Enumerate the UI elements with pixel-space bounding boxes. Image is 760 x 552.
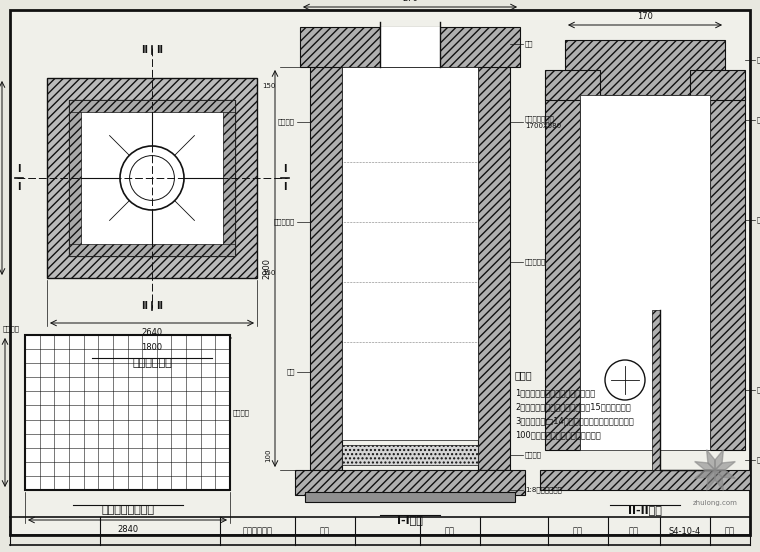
Bar bbox=[69, 244, 235, 256]
Text: 2840: 2840 bbox=[117, 525, 138, 534]
Bar bbox=[652, 310, 660, 470]
Bar bbox=[295, 470, 525, 495]
Text: 1:8垫水泥砂垫层: 1:8垫水泥砂垫层 bbox=[525, 487, 562, 493]
Bar bbox=[223, 100, 235, 256]
Bar bbox=[25, 335, 230, 490]
Polygon shape bbox=[715, 470, 736, 479]
Text: II: II bbox=[141, 45, 148, 55]
Text: 150: 150 bbox=[262, 270, 275, 276]
Text: 日期: 日期 bbox=[725, 527, 735, 535]
Text: 170: 170 bbox=[637, 12, 653, 21]
Bar bbox=[565, 40, 725, 95]
Polygon shape bbox=[715, 470, 724, 490]
Bar bbox=[69, 100, 235, 256]
Text: 复核: 复核 bbox=[445, 527, 455, 535]
Bar bbox=[545, 70, 600, 100]
Polygon shape bbox=[695, 461, 715, 470]
Text: 设计: 设计 bbox=[320, 527, 330, 535]
Text: 270: 270 bbox=[402, 0, 418, 3]
Text: 150: 150 bbox=[262, 83, 275, 89]
Text: 2640: 2640 bbox=[141, 328, 163, 337]
Polygon shape bbox=[707, 470, 715, 490]
Text: 100，开孔处设二遍环状钢筋加固。: 100，开孔处设二遍环状钢筋加固。 bbox=[515, 430, 600, 439]
Bar bbox=[69, 100, 235, 112]
Text: 出水井格栅底面图: 出水井格栅底面图 bbox=[101, 505, 154, 515]
Bar bbox=[25, 335, 230, 490]
Text: 图号: 图号 bbox=[629, 527, 639, 535]
Text: II: II bbox=[141, 301, 148, 311]
Text: 100: 100 bbox=[265, 448, 271, 462]
Text: 2900: 2900 bbox=[262, 258, 271, 279]
Text: 1、本图尺寸如位皆以毫米为单位。: 1、本图尺寸如位皆以毫米为单位。 bbox=[515, 388, 595, 397]
Polygon shape bbox=[715, 461, 736, 470]
Text: 审核: 审核 bbox=[573, 527, 583, 535]
Bar bbox=[342, 445, 478, 465]
Circle shape bbox=[120, 146, 184, 210]
Text: 管道预埋件: 管道预埋件 bbox=[525, 259, 546, 266]
Text: 说明：: 说明： bbox=[515, 370, 533, 380]
Text: 爬梯: 爬梯 bbox=[287, 369, 295, 375]
Text: 盖板: 盖板 bbox=[757, 116, 760, 123]
Text: I: I bbox=[17, 164, 21, 174]
Bar bbox=[580, 95, 710, 450]
Bar bbox=[690, 70, 745, 100]
Text: I: I bbox=[283, 182, 287, 192]
Bar bbox=[540, 470, 750, 490]
Text: 出水井构造图: 出水井构造图 bbox=[242, 527, 273, 535]
Bar bbox=[342, 67, 478, 440]
Text: 钢筋混凝土盖板
1700X580: 钢筋混凝土盖板 1700X580 bbox=[525, 115, 561, 129]
Bar bbox=[478, 52, 510, 470]
Text: I: I bbox=[283, 164, 287, 174]
Text: II-II剖面: II-II剖面 bbox=[628, 505, 662, 515]
Text: 2、勾缝、抹灰、抹三角灰均采用15号水泥砂浆。: 2、勾缝、抹灰、抹三角灰均采用15号水泥砂浆。 bbox=[515, 402, 631, 411]
Text: 地面高程: 地面高程 bbox=[278, 119, 295, 125]
Bar bbox=[380, 27, 440, 67]
Text: 1800: 1800 bbox=[141, 343, 163, 352]
Polygon shape bbox=[695, 470, 715, 479]
Bar bbox=[305, 492, 515, 502]
Text: 口部边缘: 口部边缘 bbox=[3, 325, 20, 332]
Circle shape bbox=[605, 360, 645, 400]
Text: 口内边线: 口内边线 bbox=[233, 409, 250, 416]
Text: 混土垫层: 混土垫层 bbox=[525, 452, 542, 458]
Text: 管道预埋件: 管道预埋件 bbox=[757, 217, 760, 224]
Text: 出水井平面图: 出水井平面图 bbox=[132, 358, 172, 368]
Text: 拍板: 拍板 bbox=[757, 57, 760, 63]
Text: S4-10-4: S4-10-4 bbox=[669, 527, 701, 535]
Text: 3、盖板采用□14单层钢筋网，纵、横向距均匀为: 3、盖板采用□14单层钢筋网，纵、横向距均匀为 bbox=[515, 416, 634, 425]
Bar bbox=[300, 27, 520, 67]
Text: I-I剖面: I-I剖面 bbox=[397, 515, 423, 525]
Text: 口部边缘: 口部边缘 bbox=[757, 387, 760, 394]
Polygon shape bbox=[707, 450, 715, 470]
Text: I: I bbox=[17, 182, 21, 192]
Bar bbox=[310, 52, 342, 470]
Bar bbox=[69, 100, 81, 256]
Text: 500: 500 bbox=[0, 405, 1, 421]
Text: II: II bbox=[156, 301, 163, 311]
Text: zhulong.com: zhulong.com bbox=[692, 500, 737, 506]
Bar bbox=[69, 100, 235, 256]
Text: 管道预埋件: 管道预埋件 bbox=[274, 219, 295, 225]
Polygon shape bbox=[715, 450, 724, 470]
Text: 素混垫层: 素混垫层 bbox=[757, 457, 760, 463]
Text: II: II bbox=[156, 45, 163, 55]
Text: 拍板: 拍板 bbox=[525, 41, 534, 47]
Bar bbox=[47, 78, 257, 278]
Bar bbox=[710, 90, 745, 450]
Bar bbox=[545, 90, 580, 450]
